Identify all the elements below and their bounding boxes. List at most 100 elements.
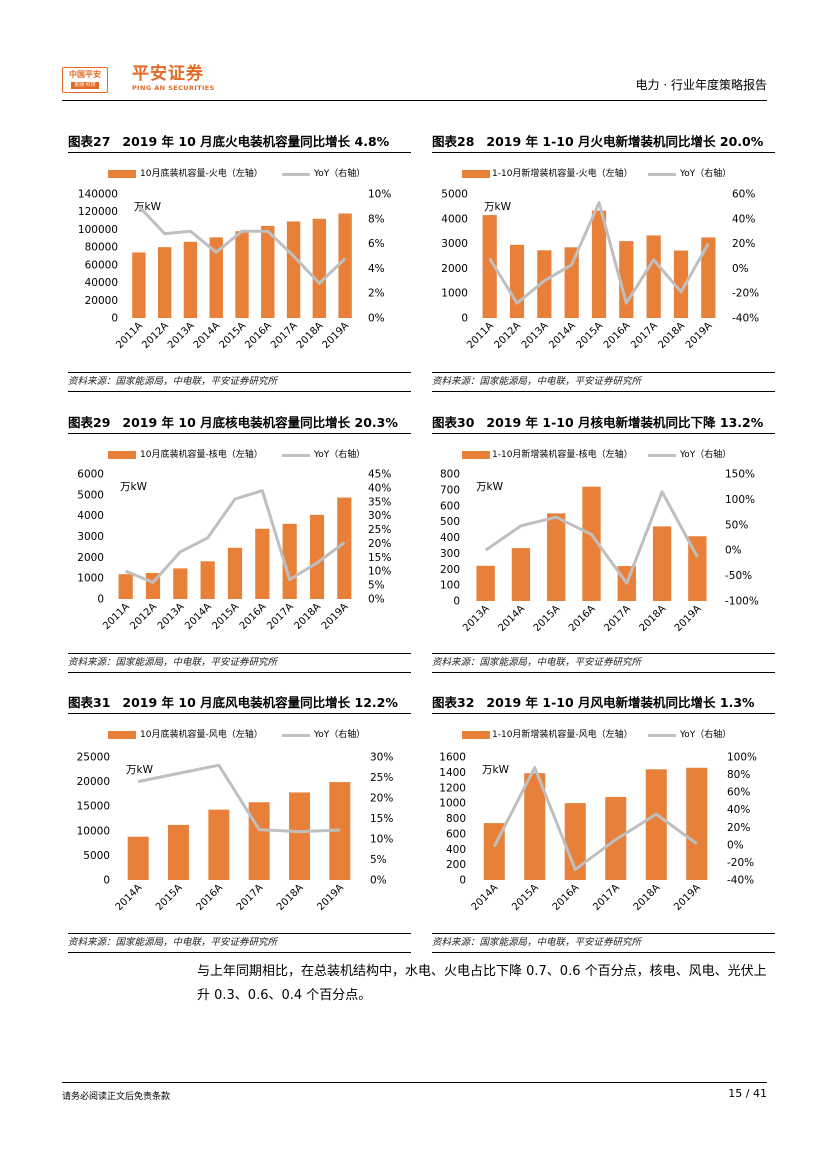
legend-bar-label: 1-10月新增装机容量-风电（左轴） [492, 730, 633, 740]
figure-number: 图表30 [432, 415, 475, 430]
chart-legend: 1-10月新增装机容量-火电（左轴） YoY（右轴） [432, 168, 775, 180]
chart-legend: 1-10月新增装机容量-风电（左轴） YoY（右轴） [432, 729, 775, 741]
x-tick-label: 2019A [684, 320, 715, 351]
legend-line-label: YoY（右轴） [680, 169, 732, 179]
y-left-tick-label: 400 [440, 532, 460, 544]
y-left-tick-label: 4000 [77, 510, 104, 522]
bar [686, 767, 708, 880]
legend-line-swatch [648, 454, 676, 457]
x-tick-label: 2015A [211, 601, 242, 632]
y-left-tick-label: 800 [446, 813, 466, 825]
y-right-tick-label: 4% [368, 263, 385, 275]
legend-bar-swatch [462, 451, 490, 459]
chart-legend: 10月底装机容量-核电（左轴） YoY（右轴） [68, 449, 411, 461]
legend-line-label: YoY（右轴） [680, 450, 732, 460]
x-tick-label: 2017A [269, 320, 300, 351]
legend-line-label: YoY（右轴） [314, 169, 366, 179]
yoy-line [125, 489, 346, 584]
figure-caption: 2019 年 1-10 月火电新增装机同比增长 20.0% [486, 134, 764, 149]
yoy-line [492, 766, 698, 871]
x-tick-label: 2017A [629, 320, 660, 351]
x-tick-label: 2017A [602, 603, 633, 634]
bar [701, 237, 716, 318]
x-tick-label: 2013A [520, 320, 551, 351]
y-left-tick-label: 1200 [439, 782, 466, 794]
x-tick-label: 2011A [114, 320, 145, 351]
bar [673, 250, 689, 318]
legend-line-swatch [282, 454, 310, 457]
legend-bar-swatch [462, 731, 490, 739]
y-right-tick-label: 6% [368, 238, 385, 250]
x-tick-label: 2018A [632, 882, 663, 913]
y-left-tick-label: 1000 [441, 288, 468, 300]
y-left-tick-label: 5000 [441, 189, 468, 201]
unit-label: 万kW [120, 481, 148, 493]
bar [309, 514, 325, 599]
x-tick-label: 2018A [638, 603, 669, 634]
y-right-tick-label: 5% [368, 580, 385, 592]
x-tick-label: 2012A [140, 320, 171, 351]
x-tick-label: 2014A [496, 603, 527, 634]
y-left-tick-label: 0 [461, 313, 468, 325]
legend-bar-label: 10月底装机容量-核电（左轴） [140, 450, 263, 460]
y-left-tick-label: 20000 [85, 295, 118, 307]
legend-bar-swatch [108, 170, 136, 178]
y-right-tick-label: 10% [370, 834, 393, 846]
bar [200, 561, 215, 599]
x-tick-label: 2011A [101, 601, 132, 632]
y-right-tick-label: 60% [732, 189, 755, 201]
figure-number: 图表27 [68, 134, 111, 149]
y-right-tick-label: 15% [368, 552, 391, 564]
y-right-tick-label: 0% [727, 839, 744, 851]
figure-caption: 2019 年 10 月底核电装机容量同比增长 20.3% [122, 415, 398, 430]
y-left-tick-label: 600 [446, 828, 466, 840]
x-tick-label: 2013A [166, 320, 197, 351]
y-right-tick-label: 10% [368, 566, 391, 578]
figure-caption: 2019 年 10 月底火电装机容量同比增长 4.8% [122, 134, 390, 149]
y-left-tick-label: 15000 [77, 801, 110, 813]
y-right-tick-label: 0% [368, 594, 385, 606]
chart-29: 0 1000 2000 3000 4000 5000 6000 0% 5% 10% 15% 20% 25… [77, 469, 391, 632]
x-tick-label: 2017A [265, 601, 296, 632]
x-tick-label: 2014A [114, 882, 145, 913]
bar [645, 769, 667, 880]
x-tick-label: 2016A [602, 320, 633, 351]
y-right-tick-label: 25% [370, 772, 393, 784]
ping-an-group-logo: 中国平安 金融·科技 [62, 67, 108, 93]
figure-number: 图表31 [68, 695, 111, 710]
y-right-tick-label: 2% [368, 288, 385, 300]
figure-title: 图表27 2019 年 10 月底火电装机容量同比增长 4.8% [68, 132, 411, 153]
y-right-tick-label: 15% [370, 813, 393, 825]
document-title: 电力 · 行业年度策略报告 [635, 78, 767, 92]
y-left-tick-label: 0 [111, 313, 118, 325]
bar [235, 231, 249, 318]
y-right-tick-label: -40% [727, 875, 754, 887]
yoy-line [137, 763, 340, 834]
y-right-tick-label: -50% [725, 570, 752, 582]
unit-label: 万kW [482, 764, 510, 776]
bar [118, 574, 133, 599]
y-right-tick-label: -100% [725, 596, 759, 608]
yoy-line [488, 201, 710, 305]
chart-legend: 10月底装机容量-风电（左轴） YoY（右轴） [68, 729, 411, 741]
figure-title: 图表31 2019 年 10 月底风电装机容量同比增长 12.2% [68, 693, 411, 714]
figure-title: 图表30 2019 年 1-10 月核电新增装机同比下降 13.2% [432, 413, 775, 434]
y-left-tick-label: 20000 [77, 776, 110, 788]
unit-label: 万kW [476, 481, 504, 493]
legend-line-swatch [648, 734, 676, 737]
y-left-tick-label: 1600 [439, 752, 466, 764]
bar [248, 802, 270, 880]
y-left-tick-label: 1400 [439, 767, 466, 779]
legend-bar-swatch [462, 170, 490, 178]
bar [652, 526, 672, 601]
legend-line-swatch [648, 173, 676, 176]
footer-divider [62, 1082, 767, 1083]
x-tick-label: 2019A [673, 603, 704, 634]
y-right-tick-label: 30% [370, 752, 393, 764]
y-left-tick-label: 120000 [78, 206, 118, 218]
x-tick-label: 2018A [657, 320, 688, 351]
y-left-tick-label: 10000 [77, 825, 110, 837]
x-tick-label: 2016A [243, 320, 274, 351]
y-left-tick-label: 1000 [439, 798, 466, 810]
x-tick-label: 2015A [575, 320, 606, 351]
